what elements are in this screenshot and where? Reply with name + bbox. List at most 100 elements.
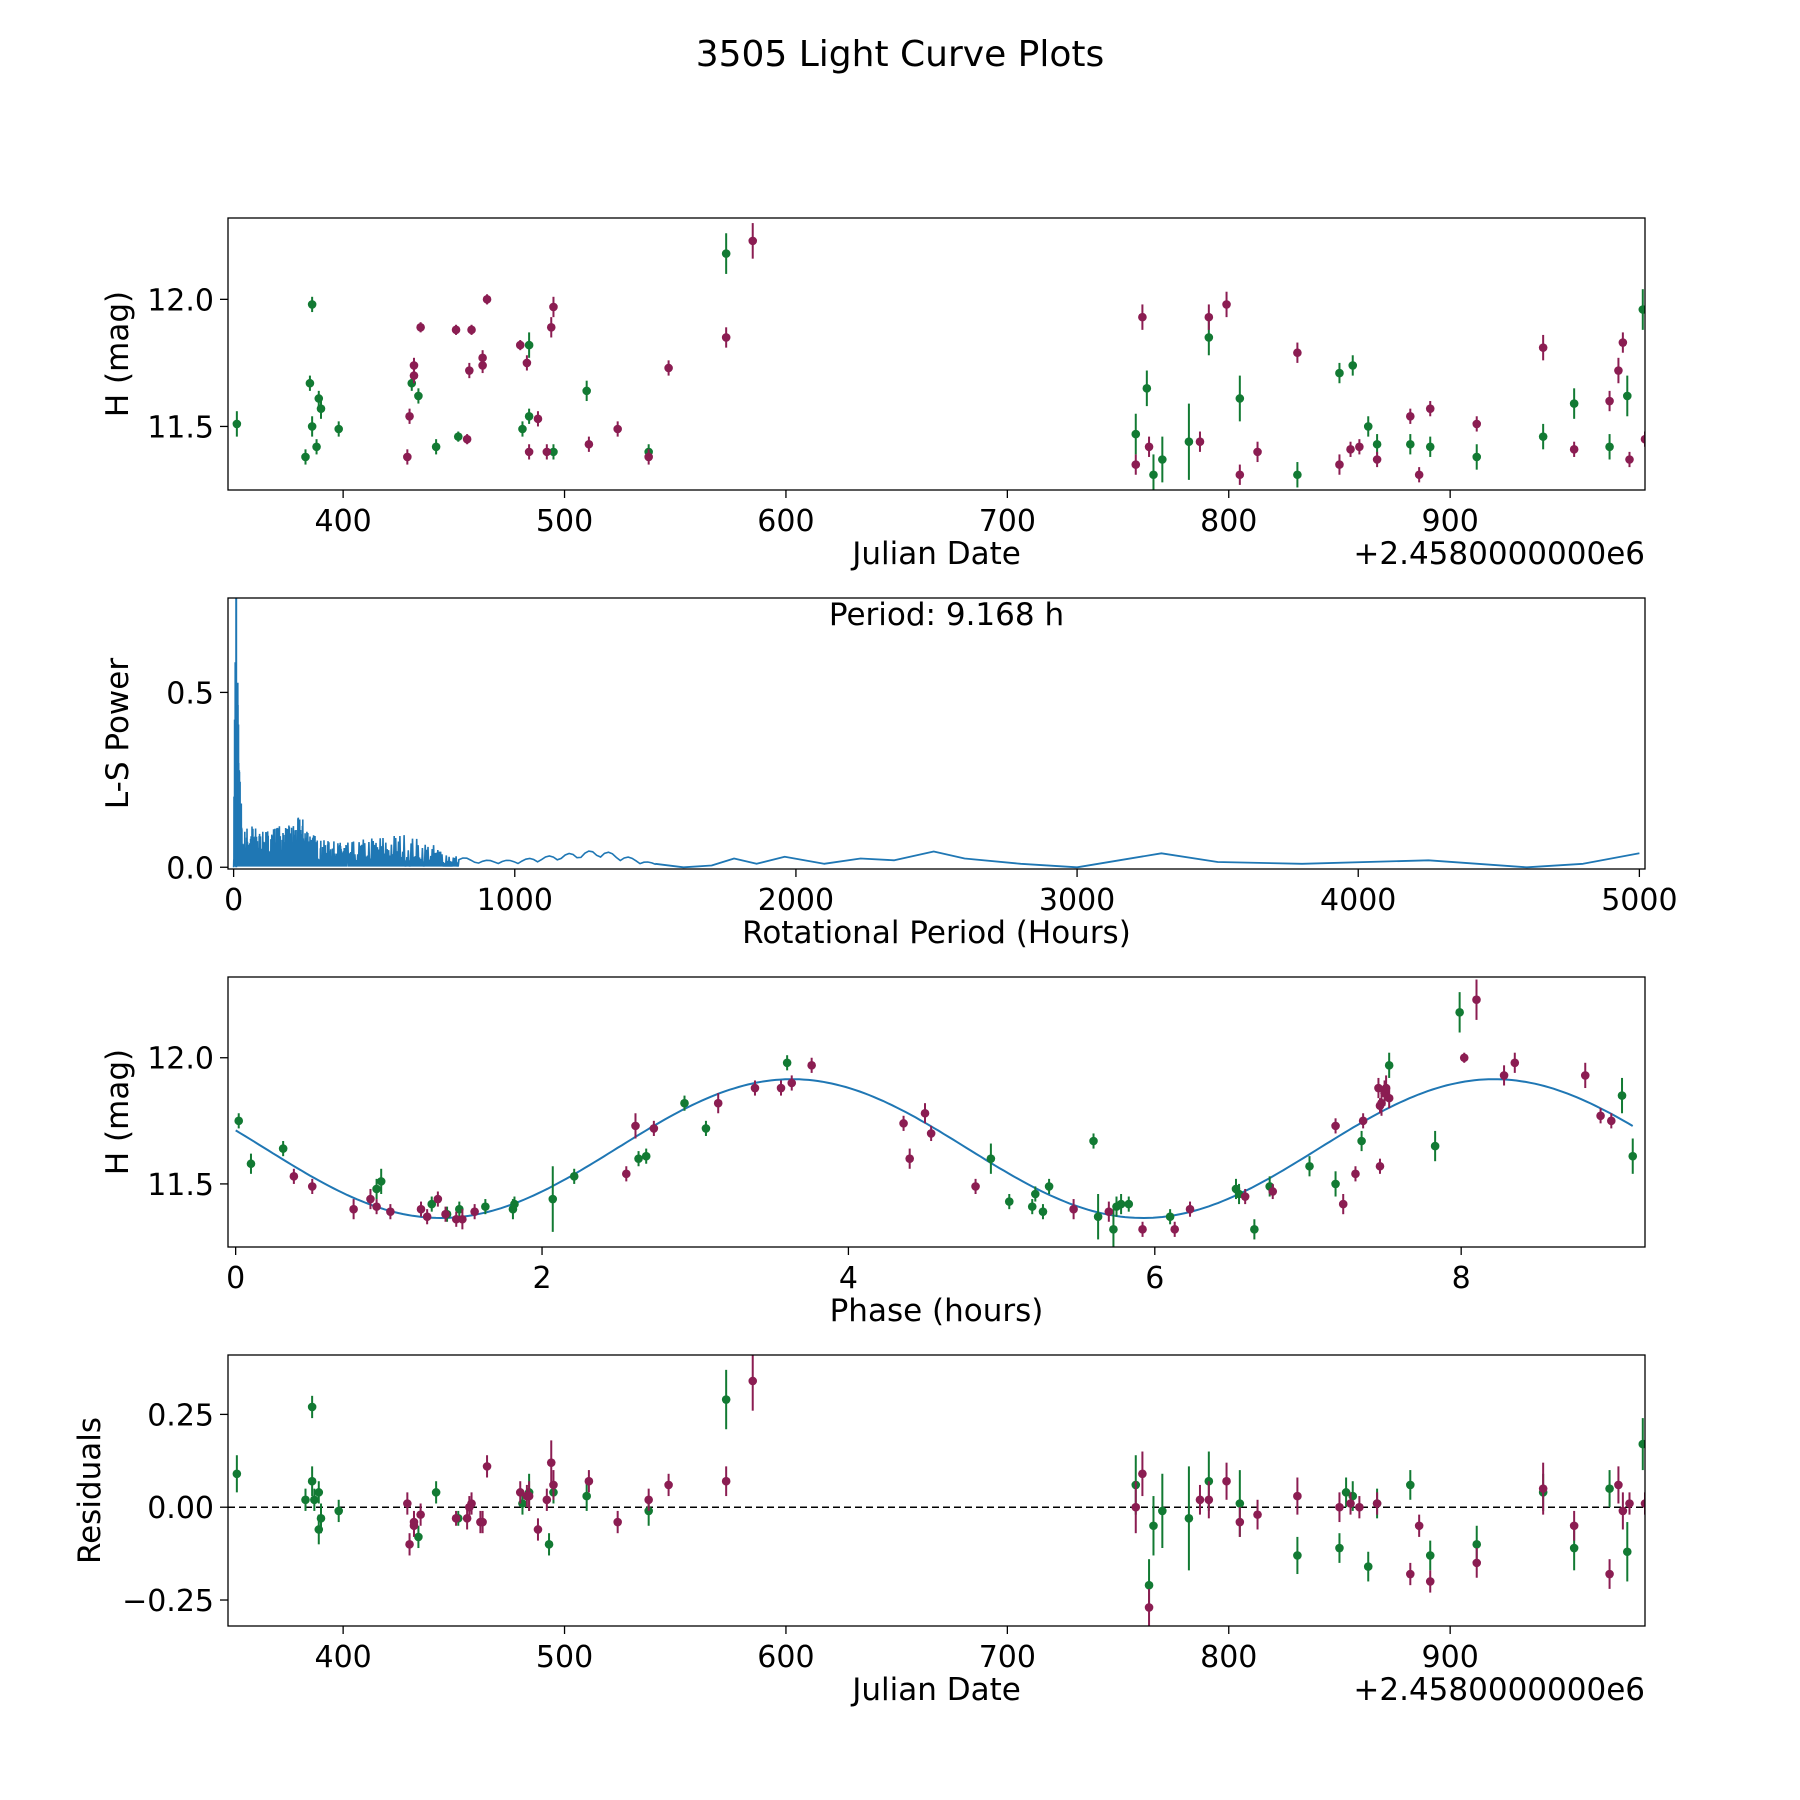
data-point-r bbox=[621, 1169, 631, 1179]
data-point-r bbox=[1538, 1484, 1548, 1493]
data-point-g bbox=[1638, 305, 1645, 314]
data-point-r bbox=[1569, 1521, 1579, 1531]
x-tick-label: 3000 bbox=[1039, 883, 1115, 918]
data-point-g bbox=[1628, 1151, 1638, 1161]
y-tick-label: 11.5 bbox=[147, 410, 214, 445]
data-point-r bbox=[1235, 470, 1245, 480]
data-point-r bbox=[644, 1495, 653, 1505]
data-point-r bbox=[515, 340, 525, 350]
data-point-r bbox=[372, 1202, 381, 1211]
data-point-r bbox=[1138, 1225, 1147, 1234]
periodogram-xlabel: Rotational Period (Hours) bbox=[742, 915, 1131, 951]
data-point-r bbox=[1170, 1225, 1180, 1234]
data-point-r bbox=[546, 1458, 556, 1467]
data-point-g bbox=[1293, 1551, 1302, 1560]
data-point-g bbox=[1622, 391, 1632, 401]
lightcurve-offset-label: +2.4580000000e6 bbox=[1353, 536, 1645, 572]
y-tick-label: 0.00 bbox=[147, 1491, 214, 1526]
axes-frame bbox=[227, 976, 1646, 1248]
residuals-ylabel: Residuals bbox=[72, 1417, 108, 1564]
residuals-panel: Julian Date Residuals +2.4580000000e6 40… bbox=[72, 1354, 1646, 1708]
data-point-g bbox=[1089, 1136, 1098, 1146]
residuals-xlabel: Julian Date bbox=[850, 1672, 1021, 1708]
data-point-r bbox=[1618, 1506, 1628, 1516]
data-point-g bbox=[1569, 399, 1579, 408]
data-point-r bbox=[1355, 1502, 1364, 1512]
data-point-r bbox=[1625, 1499, 1634, 1508]
data-point-g bbox=[307, 1476, 317, 1486]
data-point-g bbox=[1331, 1179, 1340, 1189]
data-point-r bbox=[416, 1510, 425, 1519]
periodogram-line bbox=[232, 662, 656, 868]
x-tick-label: 0 bbox=[224, 883, 243, 918]
data-point-r bbox=[1253, 447, 1262, 457]
periodogram-ylabel: L-S Power bbox=[100, 658, 136, 809]
x-tick-label: 600 bbox=[757, 504, 814, 539]
data-point-g bbox=[518, 424, 527, 434]
data-point-g bbox=[307, 422, 317, 431]
data-point-g bbox=[1605, 1484, 1614, 1493]
data-point-g bbox=[1250, 1225, 1259, 1234]
data-point-r bbox=[433, 1194, 443, 1204]
axes-frame bbox=[227, 597, 1646, 870]
x-tick-label: 400 bbox=[314, 504, 371, 539]
data-point-r bbox=[1406, 1569, 1415, 1579]
data-point-g bbox=[1293, 470, 1302, 480]
data-point-g bbox=[1158, 455, 1167, 464]
data-point-r bbox=[1614, 1480, 1623, 1490]
data-point-r bbox=[1640, 434, 1645, 444]
data-point-g bbox=[431, 442, 441, 452]
data-point-g bbox=[234, 1116, 244, 1126]
data-point-g bbox=[301, 452, 310, 462]
data-point-g bbox=[246, 1159, 256, 1169]
data-point-r bbox=[1104, 1207, 1114, 1216]
data-point-g bbox=[1184, 437, 1194, 447]
data-point-g bbox=[1149, 470, 1158, 480]
data-point-g bbox=[1569, 1543, 1579, 1553]
data-point-g bbox=[1638, 1439, 1645, 1449]
data-point-r bbox=[750, 1083, 760, 1093]
data-point-g bbox=[1472, 1540, 1482, 1549]
data-point-r bbox=[405, 411, 414, 421]
data-point-r bbox=[1235, 1517, 1245, 1527]
data-point-r bbox=[1253, 1510, 1262, 1519]
data-point-r bbox=[1459, 1053, 1469, 1063]
data-point-r bbox=[1372, 1499, 1382, 1508]
data-point-r bbox=[386, 1207, 395, 1216]
data-point-r bbox=[664, 363, 673, 373]
data-point-r bbox=[1414, 1521, 1424, 1531]
data-point-r bbox=[584, 439, 594, 449]
data-point-g bbox=[427, 1199, 437, 1209]
data-point-g bbox=[680, 1098, 689, 1108]
data-point-r bbox=[1425, 1577, 1435, 1586]
data-point-r bbox=[1131, 1502, 1141, 1512]
periodogram-panel: Rotational Period (Hours) L-S Power Peri… bbox=[100, 597, 1678, 951]
data-point-r bbox=[1414, 470, 1424, 480]
data-point-g bbox=[1455, 1008, 1464, 1017]
data-point-r bbox=[664, 1480, 673, 1490]
data-point-g bbox=[510, 1199, 519, 1209]
data-point-g bbox=[307, 300, 317, 309]
data-point-r bbox=[920, 1108, 930, 1118]
data-point-r bbox=[1510, 1058, 1520, 1068]
data-point-r bbox=[613, 424, 622, 434]
data-point-r bbox=[1331, 1121, 1340, 1131]
data-point-r bbox=[533, 414, 543, 424]
data-point-r bbox=[905, 1154, 914, 1163]
data-point-g bbox=[278, 1144, 288, 1153]
data-point-r bbox=[1204, 1495, 1214, 1505]
data-point-g bbox=[582, 386, 591, 396]
data-point-g bbox=[524, 340, 534, 350]
data-point-g bbox=[1031, 1189, 1040, 1199]
data-point-r bbox=[478, 1517, 487, 1527]
data-point-g bbox=[782, 1058, 792, 1068]
data-point-r bbox=[1358, 1116, 1368, 1126]
data-point-r bbox=[478, 361, 487, 370]
x-tick-label: 1000 bbox=[477, 883, 553, 918]
plot-area bbox=[232, 223, 1645, 490]
data-point-r bbox=[1268, 1187, 1278, 1196]
x-tick-label: 900 bbox=[1422, 504, 1479, 539]
plot-area bbox=[232, 598, 1640, 869]
data-point-r bbox=[1472, 419, 1482, 429]
axes-frame bbox=[227, 217, 1646, 491]
